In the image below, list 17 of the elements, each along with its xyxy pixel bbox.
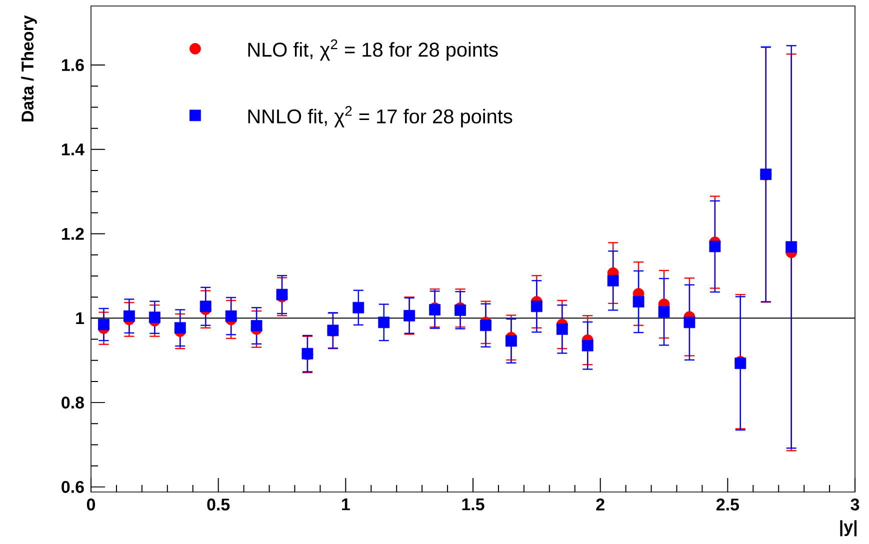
- x-tick-label: 2: [596, 498, 604, 510]
- y-tick-label: 1: [76, 312, 84, 324]
- y-tick-label: 0.6: [62, 480, 84, 493]
- y-tick-label: 1.6: [62, 59, 84, 72]
- y-tick-label: 0.8: [62, 396, 84, 409]
- y-tick-label: 1.2: [62, 228, 84, 240]
- y-tick-label: 1.4: [62, 144, 84, 156]
- legend-label: NLO fit, χ$^{2}$ = 18 for 28 points: [248, 39, 498, 61]
- x-tick-label: 0.5: [207, 498, 230, 511]
- legend-label: NNLO fit, χ$^{2}$ = 17 for 28 points: [248, 106, 512, 128]
- x-tick-label: 3: [850, 498, 860, 511]
- x-tick-label: 0: [86, 498, 96, 511]
- x-tick-label: 1: [342, 498, 350, 510]
- x-tick-label: 2.5: [716, 498, 739, 511]
- x-tick-label: 1.5: [462, 498, 484, 510]
- y-axis-title: Data / Theory: [21, 15, 37, 122]
- x-axis-title: |y|: [840, 520, 857, 536]
